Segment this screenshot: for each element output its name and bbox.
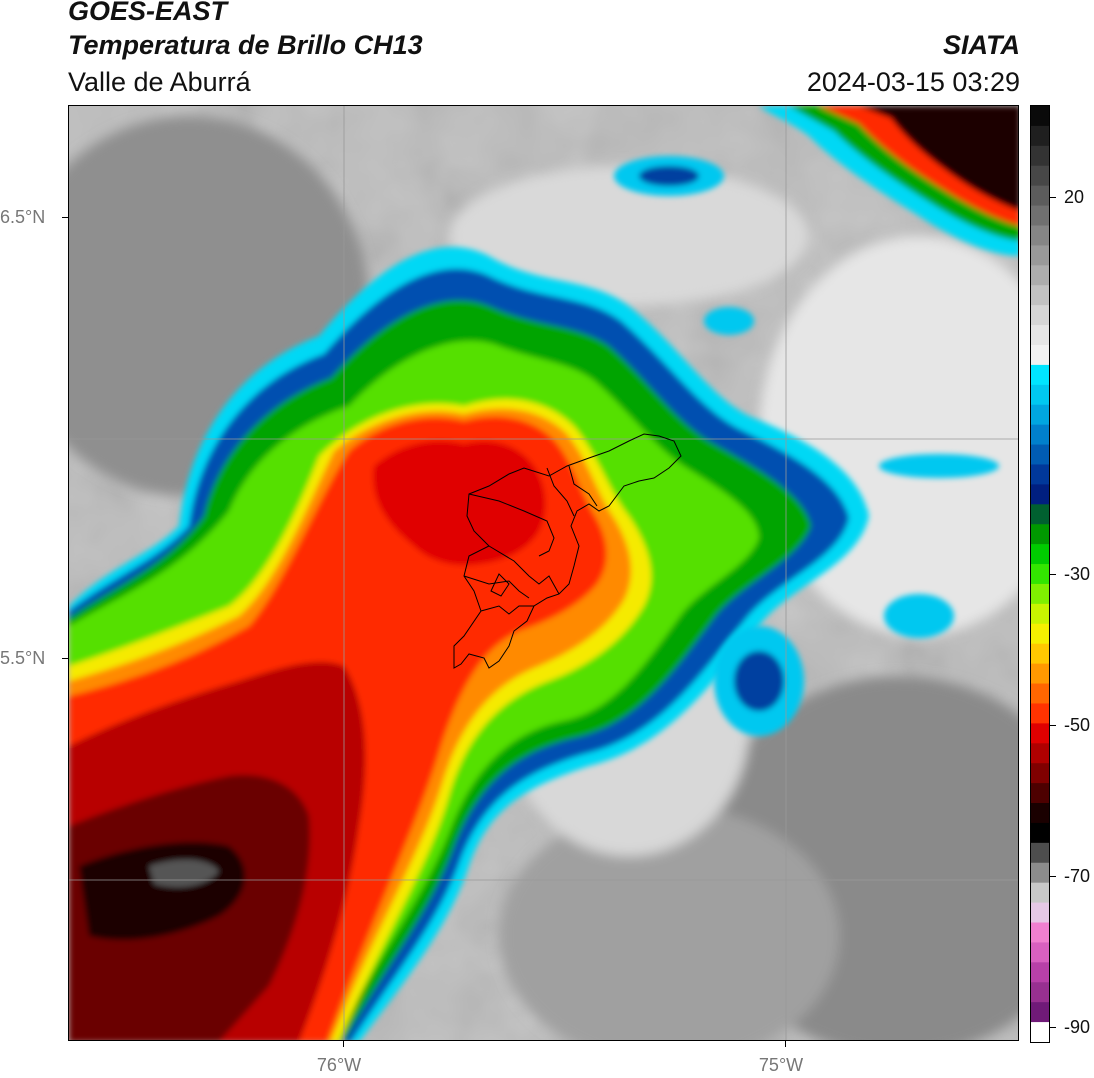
y-axis-label: 6.5°N — [0, 206, 46, 227]
colorbar-band — [1031, 484, 1049, 505]
colorbar-band — [1031, 564, 1049, 585]
colorbar-band — [1031, 643, 1049, 665]
municipio-border-4 — [488, 545, 560, 595]
convective-cloud — [69, 247, 869, 1040]
brand-label: SIATA — [943, 30, 1020, 60]
colorbar-band — [1031, 623, 1049, 645]
valle-outline — [453, 433, 682, 669]
satellite-title: GOES-EAST — [68, 0, 228, 26]
colorbar-band — [1031, 882, 1049, 904]
scattered-cells — [614, 156, 999, 736]
colorbar-tick — [1050, 1026, 1056, 1028]
y-axis-tick — [62, 216, 68, 218]
colorbar-tick — [1050, 196, 1056, 198]
colorbar-band — [1031, 663, 1049, 685]
y-axis-tick — [62, 657, 68, 659]
municipio-border-5 — [463, 575, 530, 599]
municipio-border-1 — [468, 493, 555, 557]
x-axis-label: 75°W — [758, 1055, 804, 1075]
graticule — [69, 106, 1018, 1040]
municipio-border-7 — [490, 573, 510, 597]
map-canvas — [69, 106, 1018, 1040]
municipio-border-3 — [568, 465, 598, 507]
y-axis-label: 5.5°N — [0, 647, 46, 668]
colorbar-band — [1031, 763, 1049, 784]
colorbar-tick-label: -30 — [1064, 564, 1091, 584]
colorbar-band — [1031, 205, 1049, 226]
colorbar-band — [1031, 245, 1049, 266]
colorbar-band — [1031, 902, 1049, 924]
municipio-border-2 — [546, 467, 575, 517]
colorbar-band — [1031, 862, 1049, 884]
colorbar-gradient — [1031, 106, 1049, 1042]
colorbar-band — [1031, 106, 1049, 127]
colorbar-band — [1031, 504, 1049, 525]
colorbar-band — [1031, 962, 1049, 983]
colorbar-band — [1031, 325, 1049, 346]
colorbar-band — [1031, 125, 1049, 147]
colorbar-tick — [1050, 574, 1056, 575]
colorbar-band — [1031, 603, 1049, 625]
x-axis-label: 76°W — [316, 1055, 362, 1075]
colorbar-tick-label: -70 — [1064, 865, 1091, 886]
colorbar-band — [1031, 544, 1049, 565]
x-axis-tick — [342, 1041, 344, 1047]
colorbar-band — [1031, 344, 1049, 366]
datetime-label: 2024-03-15 03:29 — [806, 67, 1020, 97]
brightness-temperature-map[interactable] — [68, 105, 1019, 1041]
colorbar-band — [1031, 145, 1049, 167]
colorbar-tick-label: 20 — [1064, 186, 1085, 207]
product-title: Temperatura de Brillo CH13 — [68, 30, 423, 60]
colorbar-tick-label: -90 — [1064, 1016, 1091, 1037]
colorbar-band — [1031, 364, 1049, 386]
colorbar-band — [1031, 942, 1049, 963]
colorbar-band — [1031, 1022, 1049, 1042]
colorbar-band — [1031, 723, 1049, 744]
colorbar-band — [1031, 524, 1049, 545]
colorbar — [1030, 105, 1050, 1043]
municipio-border-6 — [480, 605, 534, 615]
colorbar-band — [1031, 265, 1049, 286]
colorbar-band — [1031, 683, 1049, 704]
municipal-boundaries — [453, 433, 682, 669]
colorbar-band — [1031, 703, 1049, 724]
colorbar-band — [1031, 285, 1049, 306]
colorbar-band — [1031, 185, 1049, 207]
northeast-storm — [759, 106, 1018, 256]
colorbar-band — [1031, 404, 1049, 426]
colorbar-band — [1031, 743, 1049, 764]
region-subtitle: Valle de Aburrá — [68, 67, 251, 97]
colorbar-band — [1031, 822, 1049, 844]
colorbar-band — [1031, 982, 1049, 1003]
x-axis-tick — [784, 1041, 786, 1047]
colorbar-band — [1031, 842, 1049, 864]
colorbar-band — [1031, 922, 1049, 943]
colorbar-band — [1031, 783, 1049, 804]
colorbar-band — [1031, 305, 1049, 326]
colorbar-band — [1031, 803, 1049, 824]
colorbar-band — [1031, 583, 1049, 605]
colorbar-band — [1031, 464, 1049, 485]
colorbar-band — [1031, 444, 1049, 465]
colorbar-band — [1031, 225, 1049, 246]
colorbar-band — [1031, 1002, 1049, 1023]
colorbar-tick — [1050, 875, 1056, 877]
colorbar-tick-label: -50 — [1064, 714, 1091, 735]
colorbar-band — [1031, 424, 1049, 446]
colorbar-band — [1031, 165, 1049, 187]
colorbar-tick — [1050, 724, 1056, 726]
colorbar-band — [1031, 384, 1049, 406]
